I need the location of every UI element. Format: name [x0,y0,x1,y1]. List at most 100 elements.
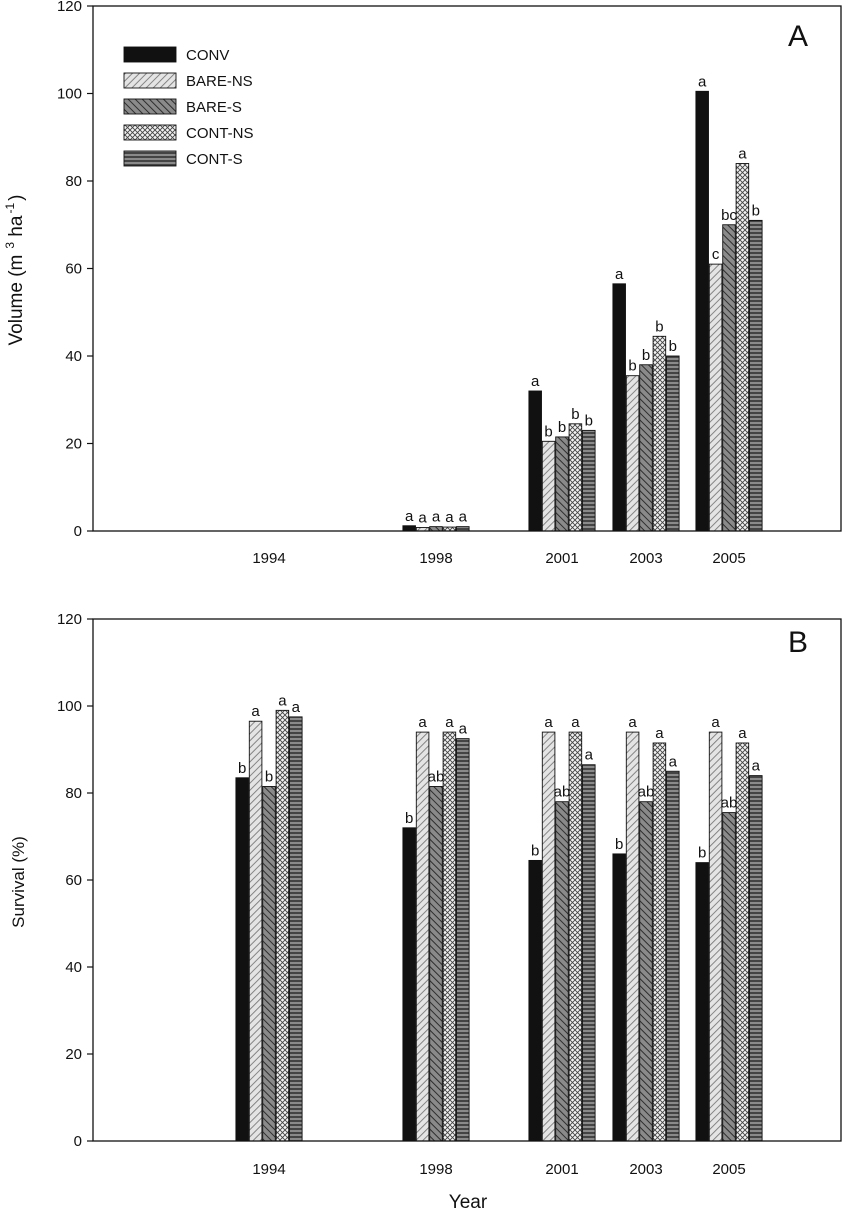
legend-swatch-conv [123,46,177,63]
significance-letter: ab [638,784,655,801]
significance-letter: b [655,318,663,335]
significance-letter: b [558,419,566,436]
bar-bare-ns-2005 [708,731,723,1142]
bar-bare-ns-2001 [541,440,556,532]
significance-letter: a [711,714,720,731]
significance-letter: bc [721,207,737,224]
panel-a-bars [402,90,763,532]
y-tick-label: 0 [74,523,82,540]
bar-bare-s-2005 [722,812,736,1142]
significance-letter: a [445,509,454,526]
bar-cont-s-2005 [749,775,763,1142]
significance-letter: ab [554,784,571,801]
significance-letter: a [738,725,747,742]
bar-conv-1998 [402,525,416,532]
bar-bare-ns-2005 [708,263,723,532]
significance-letter: a [459,509,468,526]
significance-letter: a [628,714,637,731]
x-tick-label: 1998 [419,1161,452,1178]
bar-bare-ns-1998 [415,731,430,1142]
bar-cont-s-1998 [456,738,470,1142]
panel-b-letter: B [788,626,808,659]
legend-label-cont-ns: CONT-NS [186,125,254,142]
significance-letter: b [585,412,593,429]
significance-letter: a [432,509,441,526]
significance-letter: b [642,347,650,364]
significance-letter: a [405,508,414,525]
significance-letter: a [418,714,427,731]
bar-conv-2003 [612,283,626,532]
y-tick-label: 80 [65,173,82,190]
significance-letter: b [544,423,552,440]
bar-cont-ns-2001 [568,423,583,532]
y-tick-label: 80 [65,785,82,802]
significance-letter: b [698,845,706,862]
bar-cont-s-2001 [582,764,596,1142]
bar-cont-ns-2003 [652,742,667,1142]
panel-a-y-axis-title: Volume (m3 ha-1) [3,195,27,346]
x-tick-label: 1994 [252,550,285,567]
bar-cont-ns-2005 [735,742,750,1142]
y-tick-label: 40 [65,959,82,976]
bar-conv-2005 [695,862,709,1142]
bar-bare-s-2005 [722,224,736,532]
bar-cont-ns-2003 [652,335,667,532]
significance-letter: b [669,338,677,355]
panel-b-axes: 0 20 40 60 80 100 120 1994 1998 2001 2003 2005 [57,611,842,1178]
bar-bare-s-2001 [555,436,569,532]
significance-letter: a [738,146,747,163]
x-tick-label: 2005 [712,550,745,567]
significance-letter: a [615,266,624,283]
significance-letter: a [698,73,707,90]
bar-conv-2003 [612,853,626,1142]
significance-letter: a [418,510,427,527]
significance-letter: a [571,714,580,731]
x-tick-label: 2001 [545,1161,578,1178]
legend-label-bare-ns: BARE-NS [186,73,253,90]
panel-b-x-axis-title: Year [449,1192,488,1213]
y-tick-label: 0 [74,1133,82,1150]
significance-letter: a [445,714,454,731]
bar-bare-s-2001 [555,801,569,1142]
significance-letter: a [585,747,594,764]
legend-swatch-bare-ns [123,72,177,89]
significance-letter: b [238,760,246,777]
x-tick-label: 2001 [545,550,578,567]
panel-b-bars [235,709,763,1142]
bar-cont-ns-1998 [442,731,457,1142]
significance-letter: a [655,725,664,742]
x-tick-label: 2005 [712,1161,745,1178]
bar-bare-ns-2003 [625,375,640,532]
significance-letter: b [615,836,623,853]
significance-letter: b [571,406,579,423]
x-tick-label: 1998 [419,550,452,567]
x-tick-label: 2003 [629,550,662,567]
bar-cont-ns-1994 [275,709,290,1142]
bar-bare-ns-1994 [248,720,263,1142]
bar-bare-s-2003 [639,364,653,532]
significance-letter: a [251,703,260,720]
y-tick-label: 20 [65,1046,82,1063]
x-tick-label: 1994 [252,1161,285,1178]
significance-letter: ab [721,795,738,812]
y-tick-label: 60 [65,872,82,889]
legend-swatch-cont-ns [123,124,177,141]
significance-letter: b [405,810,413,827]
bar-cont-s-1994 [289,716,303,1142]
significance-letter: b [531,842,539,859]
significance-letter: a [669,753,678,770]
bar-cont-ns-2005 [735,163,750,532]
y-tick-label: 120 [57,611,82,628]
bar-bare-s-1994 [262,786,276,1142]
bar-bare-s-1998 [429,786,443,1142]
bar-conv-2001 [528,390,542,532]
significance-letter: c [712,246,720,263]
legend: CONV BARE-NS BARE-S CONT-NS CONT-S [123,46,254,168]
bar-conv-2001 [528,859,542,1142]
significance-letter: b [752,202,760,219]
legend-label-bare-s: BARE-S [186,99,242,116]
